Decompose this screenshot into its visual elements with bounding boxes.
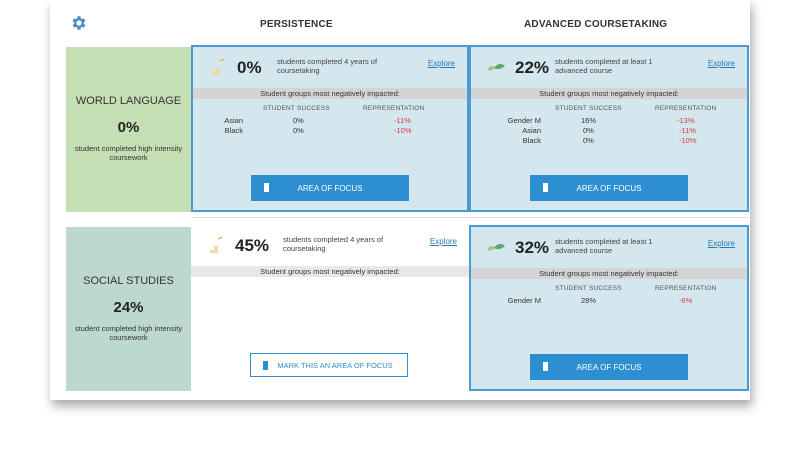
button-label: MARK THIS AN AREA OF FOCUS: [277, 361, 393, 370]
metric-pct: 22%: [515, 58, 550, 77]
row-group: Gender M: [507, 296, 541, 305]
bookmark-icon: [263, 361, 268, 370]
col-student-success: STUDENT SUCCESS: [263, 105, 330, 112]
bookmark-icon: [264, 183, 269, 192]
area-of-focus-button[interactable]: AREA OF FOCUS: [251, 175, 409, 201]
card-world-language-persistence: 0% students completed 4 years of courset…: [191, 45, 469, 212]
gear-icon[interactable]: [70, 14, 88, 32]
explore-link[interactable]: Explore: [707, 239, 735, 248]
section-pct: 0%: [117, 119, 140, 136]
row-rep: -11%: [679, 126, 696, 135]
button-label: AREA OF FOCUS: [576, 363, 642, 372]
section-note: student completed high intensity coursew…: [74, 324, 183, 342]
section-world-language: WORLD LANGUAGE 0% student completed high…: [66, 47, 191, 212]
card-header: 45% students completed 4 years of course…: [191, 225, 469, 263]
leaf-progress-icon: [487, 243, 505, 251]
card-header: 32% students completed at least 1 advanc…: [471, 227, 747, 265]
explore-link[interactable]: Explore: [427, 59, 455, 68]
groups-heading: Student groups most negatively impacted:: [471, 88, 747, 99]
stairs-progress-icon: [206, 236, 223, 253]
groups-heading: Student groups most negatively impacted:: [193, 88, 467, 99]
area-of-focus-button[interactable]: AREA OF FOCUS: [530, 175, 688, 201]
area-of-focus-button[interactable]: AREA OF FOCUS: [530, 354, 688, 380]
bookmark-icon: [543, 183, 548, 192]
row-success: 0%: [583, 126, 594, 135]
card-social-studies-persistence: 45% students completed 4 years of course…: [191, 225, 469, 391]
header-row: PERSISTENCE ADVANCED COURSETAKING: [50, 0, 750, 42]
row-success: 0%: [583, 136, 594, 145]
dashboard-panel: PERSISTENCE ADVANCED COURSETAKING WORLD …: [50, 0, 750, 400]
table-row: Black 0% -10%: [193, 126, 467, 136]
row-group: Black: [224, 126, 243, 135]
row-divider: [191, 217, 749, 218]
section-note: student completed high intensity coursew…: [74, 144, 183, 162]
mark-area-of-focus-button[interactable]: MARK THIS AN AREA OF FOCUS: [250, 353, 408, 377]
section-pct: 24%: [113, 299, 144, 316]
metric-pct: 45%: [235, 236, 270, 255]
button-label: AREA OF FOCUS: [297, 184, 363, 193]
metric-desc: students completed 4 years of coursetaki…: [283, 235, 384, 253]
bookmark-icon: [543, 362, 548, 371]
row-rep: -11%: [394, 116, 411, 125]
row-success: 28%: [581, 296, 597, 305]
row-group: Gender M: [507, 116, 541, 125]
row-group: Black: [522, 136, 541, 145]
row-group: Asian: [522, 126, 541, 135]
card-header: 22% students completed at least 1 advanc…: [471, 47, 747, 85]
explore-link[interactable]: Explore: [707, 59, 735, 68]
section-name: SOCIAL STUDIES: [83, 275, 174, 287]
row-success: 0%: [293, 126, 304, 135]
metric-desc: students completed 4 years of coursetaki…: [277, 57, 378, 75]
card-social-studies-advanced: 32% students completed at least 1 advanc…: [469, 225, 749, 391]
table-row: Gender M 28% -6%: [471, 296, 747, 306]
col-student-success: STUDENT SUCCESS: [555, 105, 622, 112]
col-representation: REPRESENTATION: [363, 105, 425, 112]
section-name: WORLD LANGUAGE: [75, 95, 182, 107]
section-social-studies: SOCIAL STUDIES 24% student completed hig…: [66, 227, 191, 391]
col-representation: REPRESENTATION: [655, 105, 717, 112]
metric-desc: students completed at least 1 advanced c…: [555, 57, 653, 75]
explore-link[interactable]: Explore: [429, 237, 457, 246]
advanced-coursetaking-title: ADVANCED COURSETAKING: [524, 19, 668, 30]
button-label: AREA OF FOCUS: [576, 184, 642, 193]
groups-heading: Student groups most negatively impacted:: [191, 266, 469, 277]
row-rep: -6%: [679, 296, 693, 305]
persistence-title: PERSISTENCE: [260, 19, 333, 30]
table-row: Asian 0% -11%: [193, 116, 467, 126]
stairs-progress-icon: [208, 58, 225, 75]
leaf-progress-icon: [487, 63, 505, 71]
row-rep: -10%: [679, 136, 697, 145]
row-success: 0%: [293, 116, 304, 125]
col-student-success: STUDENT SUCCESS: [555, 285, 622, 292]
card-world-language-advanced: 22% students completed at least 1 advanc…: [469, 45, 749, 212]
row-rep: -13%: [677, 116, 695, 125]
groups-heading: Student groups most negatively impacted:: [471, 268, 747, 279]
table-row: Black 0% -10%: [471, 136, 747, 146]
metric-desc: students completed at least 1 advanced c…: [555, 237, 653, 255]
table-row: Gender M 16% -13%: [471, 116, 747, 126]
row-group: Asian: [224, 116, 243, 125]
metric-pct: 32%: [515, 238, 550, 257]
card-header: 0% students completed 4 years of courset…: [193, 47, 467, 85]
row-success: 16%: [581, 116, 597, 125]
table-row: Asian 0% -11%: [471, 126, 747, 136]
metric-pct: 0%: [237, 58, 262, 77]
row-rep: -10%: [394, 126, 412, 135]
col-representation: REPRESENTATION: [655, 285, 717, 292]
